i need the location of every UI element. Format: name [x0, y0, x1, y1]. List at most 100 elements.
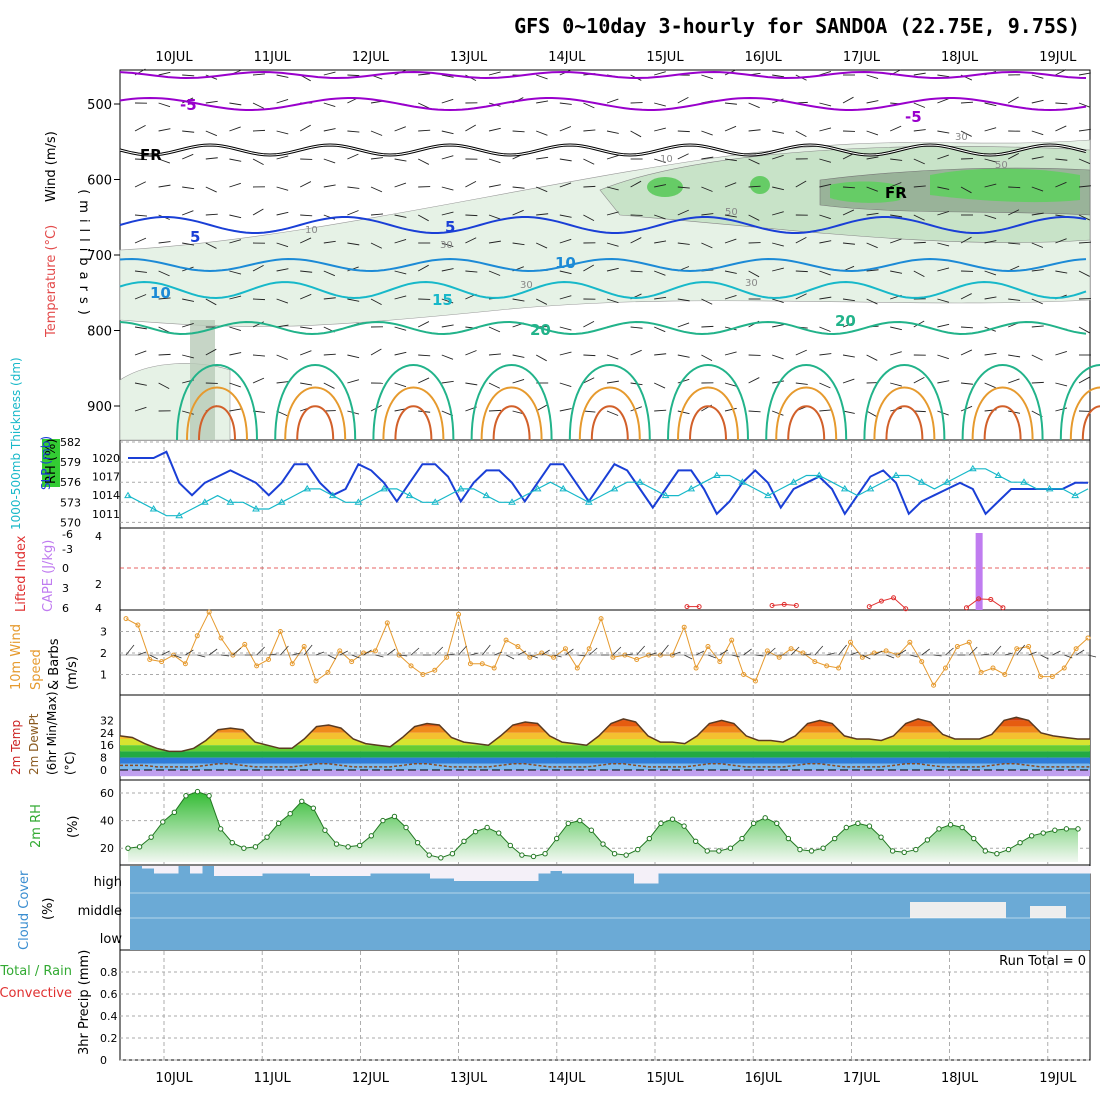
barb — [512, 242, 525, 246]
barb — [229, 270, 242, 275]
barb — [913, 72, 926, 76]
barb — [984, 127, 997, 132]
barb — [984, 214, 997, 219]
barb — [866, 410, 878, 418]
barb — [134, 406, 147, 412]
barb — [772, 354, 784, 360]
barb — [417, 264, 429, 272]
cloud-tick: high — [94, 875, 122, 890]
x-tick-top: 11JUL — [254, 50, 292, 65]
barb — [583, 377, 595, 384]
rh-marker — [345, 844, 351, 850]
thickness-marker — [508, 498, 516, 505]
x-tick-bottom: 18JUL — [941, 1071, 979, 1086]
barb — [276, 211, 289, 216]
rh-marker — [785, 835, 792, 842]
barb — [300, 214, 313, 217]
contour-lobe-25 — [765, 364, 848, 441]
high-cloud-gap — [682, 866, 695, 874]
barb — [323, 353, 336, 356]
slp-tick: 1020 — [92, 452, 120, 465]
li-tick: -6 — [62, 528, 73, 541]
wind-barb-10m — [185, 649, 194, 656]
barb — [1078, 158, 1091, 165]
wind-speed-marker — [741, 672, 747, 677]
barb — [559, 182, 572, 188]
barb — [606, 155, 619, 160]
rh-marker — [171, 809, 178, 816]
wind-barb-10m — [351, 654, 360, 659]
barb — [583, 320, 595, 328]
thickness-marker — [431, 498, 440, 505]
contour-lobe-35 — [1081, 405, 1100, 441]
barb — [1031, 242, 1044, 248]
barb — [913, 102, 926, 108]
wind-speed-marker — [752, 678, 758, 684]
high-cloud-gap — [190, 866, 203, 874]
barb — [772, 298, 784, 303]
barb — [417, 158, 430, 165]
wind-barb-10m — [208, 648, 218, 656]
barb — [772, 410, 784, 416]
barb — [748, 214, 760, 221]
high-cloud-gap — [970, 866, 983, 874]
millibars-label: (millibars) — [76, 189, 91, 321]
barb — [488, 214, 501, 220]
high-cloud-gap — [946, 866, 959, 874]
barb — [937, 74, 950, 78]
barb — [488, 240, 501, 244]
wind-barb-10m — [838, 644, 847, 656]
barb — [229, 126, 241, 132]
barb — [866, 130, 879, 136]
barb — [158, 326, 170, 333]
barb — [465, 270, 478, 273]
barb — [418, 102, 430, 109]
barb — [724, 295, 737, 300]
barb — [134, 294, 147, 300]
ylabel-millibars: (millibars) — [76, 189, 91, 321]
wind-speed-marker — [1037, 674, 1043, 680]
rh-marker — [577, 817, 583, 824]
barb — [819, 71, 832, 76]
rh-contour-label: 30 — [440, 240, 453, 251]
barb — [819, 102, 832, 107]
rh-marker — [217, 826, 224, 832]
wind-speed-marker — [990, 665, 996, 671]
cloud-label: Cloud Cover — [17, 870, 32, 950]
rh-marker — [692, 838, 699, 844]
temp-line — [119, 716, 1090, 753]
contour-lobe-25 — [961, 364, 1044, 441]
barb — [441, 74, 454, 78]
barb — [229, 295, 242, 300]
temperature-contour-label: 20 — [530, 321, 551, 339]
barb — [158, 297, 171, 300]
barb — [701, 130, 713, 136]
barb — [724, 158, 737, 162]
temperature-contour-label: 20 — [835, 312, 856, 330]
barb — [795, 270, 808, 273]
run-total: Run Total = 0 — [999, 954, 1086, 969]
barb — [205, 213, 218, 216]
y-tick-label: 900 — [87, 400, 112, 415]
barb — [418, 73, 431, 76]
li-marker — [866, 604, 872, 610]
wind-speed-marker — [456, 611, 462, 617]
barb — [913, 241, 926, 244]
high-cloud-gap — [766, 866, 779, 874]
barb — [1078, 72, 1091, 76]
rh-marker — [380, 817, 386, 824]
barb — [606, 354, 619, 360]
high-cloud-gap — [610, 866, 623, 874]
barb — [984, 382, 996, 389]
chart-title: GFS 0~10day 3-hourly for SANDOA (22.75E,… — [514, 14, 1080, 38]
rh2m-label: 2m RH — [29, 804, 44, 848]
high-cloud-gap — [526, 866, 539, 881]
barb — [559, 408, 572, 412]
barb — [866, 242, 878, 249]
rh-marker — [889, 848, 896, 854]
wind-speed-marker — [194, 633, 200, 639]
barb — [394, 270, 407, 275]
barb — [654, 214, 666, 220]
temperature-contour-label: FR — [885, 184, 907, 202]
wind-speed-marker — [372, 648, 378, 654]
